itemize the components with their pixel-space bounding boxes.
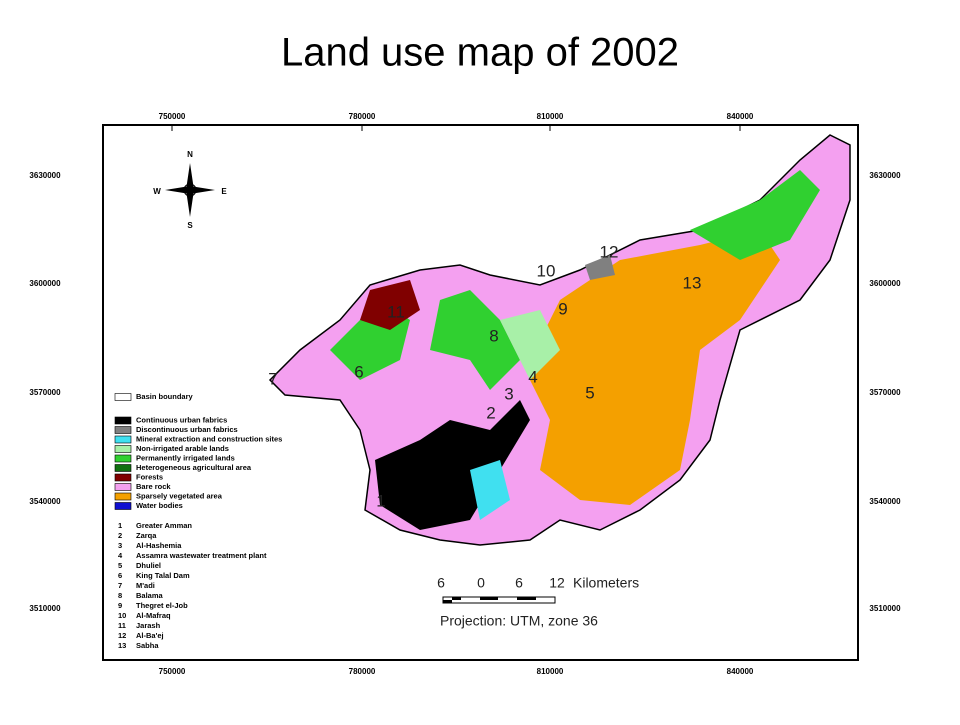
legend-swatch bbox=[114, 426, 132, 434]
map-label: 1 bbox=[376, 491, 385, 510]
projection: Projection: UTM, zone 36 bbox=[440, 613, 598, 629]
legend-swatch bbox=[114, 502, 132, 510]
compass-s: S bbox=[187, 221, 193, 230]
y-coord-left: 3510000 bbox=[29, 604, 61, 613]
x-coord-top: 780000 bbox=[349, 112, 376, 121]
place-number: 13 bbox=[118, 641, 126, 650]
place-number: 1 bbox=[118, 521, 122, 530]
map-label: 9 bbox=[558, 299, 567, 318]
title: Land use map of 2002 bbox=[281, 31, 679, 75]
legend-label: Basin boundary bbox=[136, 392, 194, 401]
legend-label: Forests bbox=[136, 472, 163, 481]
place-name: Zarqa bbox=[136, 531, 157, 540]
compass-w: W bbox=[153, 187, 161, 196]
map-label: 10 bbox=[537, 261, 556, 280]
place-name: Al-Hashemia bbox=[136, 541, 182, 550]
map-label: 5 bbox=[585, 383, 594, 402]
scale-unit: Kilometers bbox=[573, 575, 639, 591]
place-number: 7 bbox=[118, 581, 122, 590]
basin bbox=[268, 134, 851, 546]
map-label: 12 bbox=[600, 242, 619, 261]
place-name: Balama bbox=[136, 591, 164, 600]
place-name: Greater Amman bbox=[136, 521, 192, 530]
legend-swatch bbox=[114, 483, 132, 491]
place-name: Sabha bbox=[136, 641, 159, 650]
place-number: 11 bbox=[118, 621, 126, 630]
legend-swatch bbox=[114, 435, 132, 444]
legend-label: Discontinuous urban fabrics bbox=[136, 425, 238, 434]
map-label: 11 bbox=[387, 302, 405, 321]
legend-swatch bbox=[114, 416, 132, 425]
y-coord-right: 3540000 bbox=[869, 497, 901, 506]
compass: N S W E bbox=[153, 150, 227, 230]
scale-tick: 6 bbox=[515, 575, 523, 591]
legend-label: Non-irrigated arable lands bbox=[136, 444, 229, 453]
map-label: 2 bbox=[486, 403, 495, 422]
compass-n: N bbox=[187, 150, 193, 159]
place-number: 5 bbox=[118, 561, 122, 570]
legend-label: Permanently irrigated lands bbox=[136, 453, 235, 462]
place-number: 2 bbox=[118, 531, 122, 540]
legend-label: Water bodies bbox=[136, 501, 183, 510]
x-coord-bottom: 780000 bbox=[349, 667, 376, 676]
x-coord-bottom: 750000 bbox=[159, 667, 186, 676]
place-name: Jarash bbox=[136, 621, 161, 630]
place-name: Dhuliel bbox=[136, 561, 161, 570]
scale-tick: 12 bbox=[549, 575, 565, 591]
scale-bar bbox=[442, 596, 556, 604]
compass-e: E bbox=[221, 187, 227, 196]
legend-swatch bbox=[114, 464, 132, 472]
x-coord-top: 750000 bbox=[159, 112, 186, 121]
scale-tick: 6 bbox=[437, 575, 445, 591]
place-number: 12 bbox=[118, 631, 126, 640]
legend-swatch bbox=[114, 473, 132, 482]
legend-label: Bare rock bbox=[136, 482, 171, 491]
place-number: 10 bbox=[118, 611, 126, 620]
map-label: 6 bbox=[354, 362, 363, 381]
legend-label: Heterogeneous agricultural area bbox=[136, 463, 252, 472]
scale-tick: 0 bbox=[477, 575, 485, 591]
map-label: 13 bbox=[683, 273, 702, 292]
y-coord-right: 3510000 bbox=[869, 604, 901, 613]
place-number: 9 bbox=[118, 601, 122, 610]
place-number: 3 bbox=[118, 541, 122, 550]
x-coord-bottom: 840000 bbox=[727, 667, 754, 676]
x-coord-top: 840000 bbox=[727, 112, 754, 121]
y-coord-right: 3630000 bbox=[869, 171, 901, 180]
y-coord-left: 3570000 bbox=[29, 388, 61, 397]
place-number: 4 bbox=[118, 551, 123, 560]
y-coord-left: 3600000 bbox=[29, 279, 61, 288]
x-coord-bottom: 810000 bbox=[537, 667, 564, 676]
y-coord-left: 3540000 bbox=[29, 497, 61, 506]
map-label: 3 bbox=[504, 384, 513, 403]
legend-label: Sparsely vegetated area bbox=[136, 491, 223, 500]
place-number: 8 bbox=[118, 591, 122, 600]
legend-label: Mineral extraction and construction site… bbox=[136, 434, 282, 443]
legend-label: Continuous urban fabrics bbox=[136, 415, 227, 424]
map-label: 4 bbox=[528, 367, 537, 386]
place-name: Thegret el-Job bbox=[136, 601, 188, 610]
place-name: Assamra wastewater treatment plant bbox=[136, 551, 267, 560]
place-name: M'adi bbox=[136, 581, 155, 590]
legend-swatch bbox=[114, 454, 132, 463]
legend-swatch bbox=[114, 393, 132, 401]
place-name: Al-Ba'ej bbox=[136, 631, 164, 640]
map-label: 8 bbox=[489, 326, 498, 345]
map-label: 7 bbox=[268, 369, 277, 388]
y-coord-left: 3630000 bbox=[29, 171, 61, 180]
place-name: Al-Mafraq bbox=[136, 611, 171, 620]
place-number: 6 bbox=[118, 571, 122, 580]
y-coord-right: 3570000 bbox=[869, 388, 901, 397]
y-coord-right: 3600000 bbox=[869, 279, 901, 288]
x-coord-top: 810000 bbox=[537, 112, 564, 121]
legend-swatch bbox=[114, 492, 132, 501]
place-name: King Talal Dam bbox=[136, 571, 190, 580]
legend-swatch bbox=[114, 445, 132, 453]
